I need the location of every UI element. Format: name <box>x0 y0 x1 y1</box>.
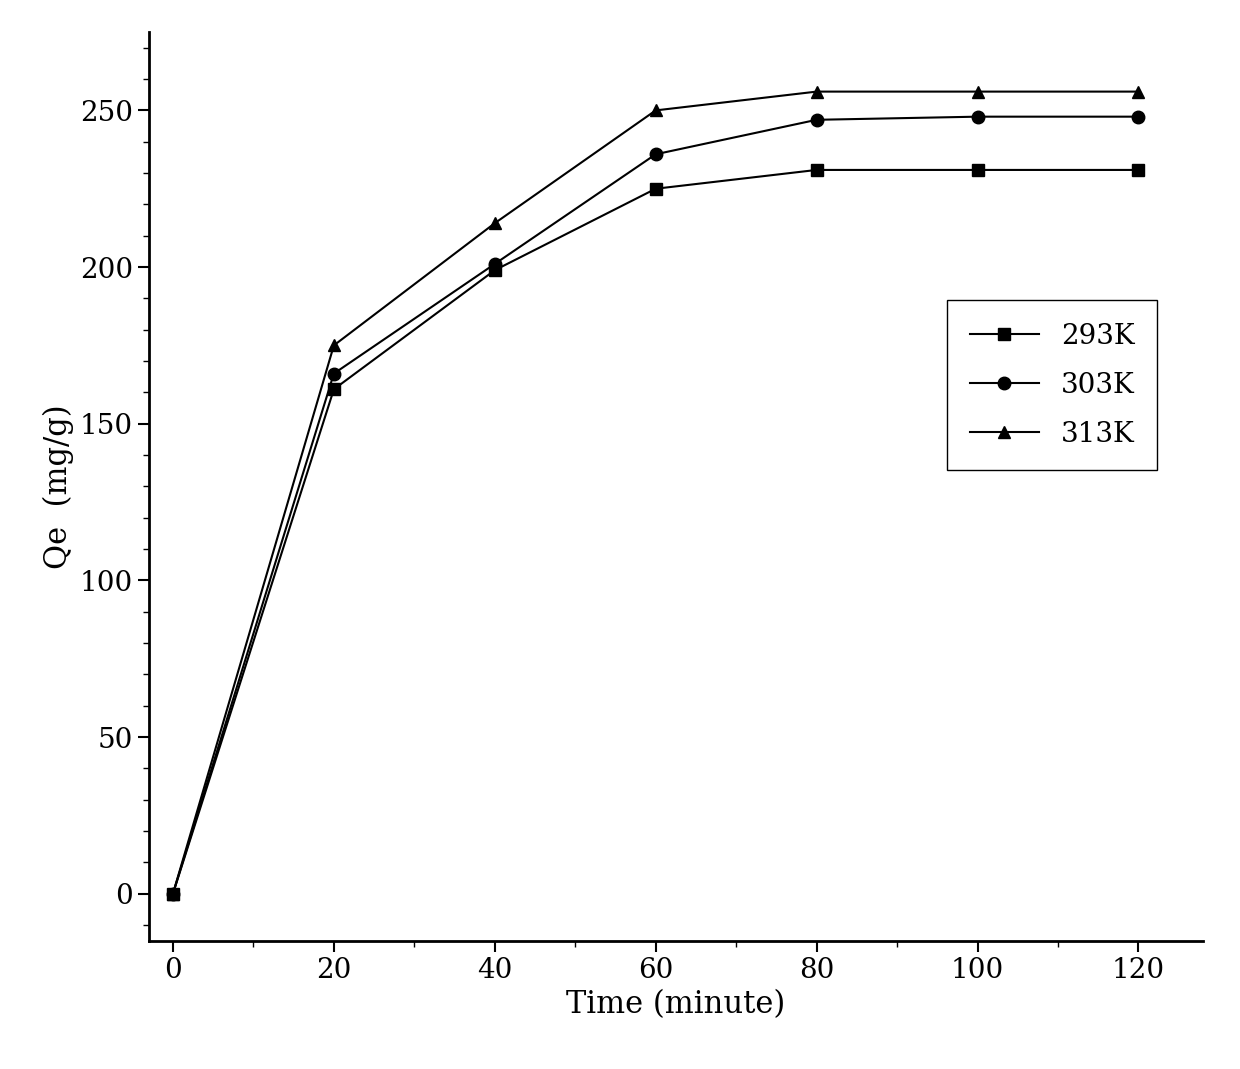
293K <box>649 183 663 196</box>
293K <box>810 164 825 176</box>
Line: 293K: 293K <box>166 164 1145 900</box>
303K <box>1131 110 1146 123</box>
Line: 303K: 303K <box>166 110 1145 900</box>
313K <box>165 887 180 900</box>
X-axis label: Time (minute): Time (minute) <box>567 989 785 1020</box>
303K <box>165 887 180 900</box>
293K <box>487 264 502 277</box>
Y-axis label: Qe  (mg/g): Qe (mg/g) <box>43 404 74 569</box>
313K <box>810 86 825 98</box>
313K <box>487 217 502 230</box>
303K <box>810 113 825 126</box>
293K <box>970 164 985 176</box>
303K <box>649 148 663 160</box>
303K <box>487 258 502 270</box>
313K <box>970 86 985 98</box>
Line: 313K: 313K <box>166 86 1145 900</box>
303K <box>326 367 341 379</box>
313K <box>326 339 341 352</box>
313K <box>1131 86 1146 98</box>
303K <box>970 110 985 123</box>
293K <box>326 383 341 396</box>
313K <box>649 104 663 117</box>
Legend: 293K, 303K, 313K: 293K, 303K, 313K <box>947 300 1157 470</box>
293K <box>1131 164 1146 176</box>
293K <box>165 887 180 900</box>
